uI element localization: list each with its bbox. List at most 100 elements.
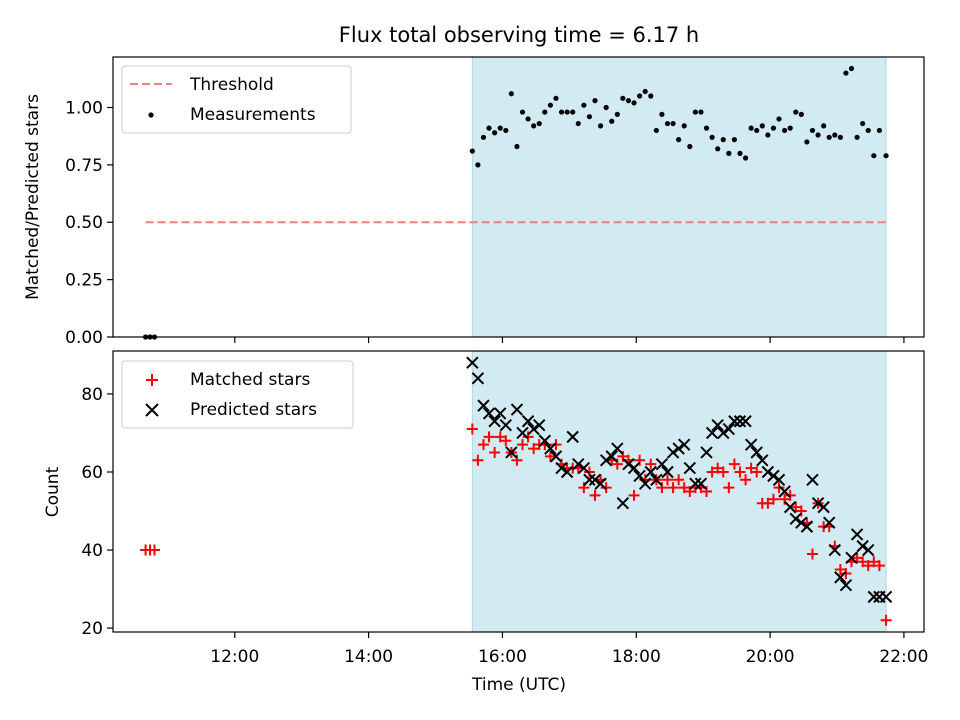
time-x-axis: 12:00 14:00 16:00 18:00 20:00 22:00 [210,632,928,667]
predicted-star-point [466,356,479,369]
measurement-point [609,118,615,124]
measurement-point [514,143,520,150]
predicted-star-point [538,434,552,447]
matched-star-point [717,466,729,478]
matched-star-point [684,486,696,497]
predicted-star-point [834,571,847,584]
measurement-point [642,88,648,95]
measurement-point [531,123,537,129]
matched-star-point [795,505,807,517]
matched-star-point [734,466,746,478]
predicted-star-point [845,551,858,565]
count-legend: Matched stars Predicted stars [121,360,354,429]
ratio-y-axis-label: Matched/Predicted stars [23,94,43,300]
measurement-point [854,134,860,140]
predicted-star-point [622,457,635,471]
matched-star-point [634,454,646,466]
predicted-star-point [650,473,663,486]
matched-star-point [472,454,484,466]
predicted-star-point [867,590,881,604]
measurement-point [793,109,799,115]
matched-star-point [494,431,506,443]
measurement-point [631,100,637,106]
measurement-point [586,114,593,120]
measurement-points [142,65,889,340]
measurement-point [670,120,676,127]
measurement-point [865,127,871,134]
measurement-point [659,111,665,117]
measurement-point [469,148,475,154]
matched-star-point [740,474,752,486]
matched-star-point [611,458,623,470]
count-y-tick-label: 20 [81,619,103,639]
predicted-star-point [549,450,563,463]
predicted-star-point [533,418,546,432]
matched-star-point [678,482,690,494]
matched-star-point [745,462,757,474]
count-y-tick-label: 40 [81,541,103,561]
matched-star-point [148,544,160,556]
time-x-tick-label: 20:00 [746,647,795,667]
predicted-star-point [778,485,791,498]
measurement-point [731,137,738,143]
predicted-star-point [611,442,624,455]
matched-star-point [723,482,735,494]
predicted-star-point [750,446,763,459]
matched-star-point [522,431,534,443]
time-x-tick-label: 18:00 [612,647,661,667]
matched-stars-points [140,423,892,626]
predicted-star-point [672,442,685,455]
measurement-point [603,104,609,111]
threshold-legend-label: Threshold [189,75,274,95]
measurement-point [726,150,732,156]
predicted-star-point [572,457,585,471]
predicted-star-point [795,516,808,529]
matched-star-point [617,450,629,462]
measurement-point [508,91,514,97]
predicted-star-point [644,465,657,479]
measurement-point [542,109,548,115]
predicted-star-point [678,438,691,451]
ratio-plot-frame [112,56,925,338]
matched-star-point [645,458,657,470]
observing-window-shade-bottom [471,350,887,633]
measurement-point [648,93,654,99]
measurement-point [871,153,877,159]
measurement-point [575,120,581,127]
predicted-star-point [494,407,507,420]
predicted-star-point [783,500,797,514]
predicted-star-point [689,477,702,490]
predicted-star-point [482,407,496,420]
matched-star-point [544,450,556,462]
matched-star-point [477,439,489,451]
predicted-legend-swatch [145,403,159,417]
matched-star-point [857,556,869,568]
matched-star-point [880,614,892,626]
predicted-star-point [817,500,830,514]
measurement-point [826,134,832,140]
measurement-point [519,109,526,115]
measurement-point [536,120,542,127]
measurement-point [525,116,531,122]
predicted-star-point [577,461,591,475]
count-plot-frame [112,350,925,633]
measurement-point [883,153,889,159]
matched-star-point [489,446,501,458]
predicted-star-point [633,469,646,483]
count-y-axis-label: Count [43,466,63,517]
ratio-y-tick-label: 0.75 [65,156,103,176]
measurement-point [564,109,570,115]
predicted-star-point [767,469,780,483]
predicted-star-point [527,422,540,436]
matched-star-point [868,556,880,568]
measurement-point [876,127,882,134]
predicted-star-point [711,418,724,432]
predicted-star-point [744,438,758,451]
matched-star-point [517,439,529,451]
predicted-star-point [879,590,893,604]
measurement-point [715,146,721,152]
measurement-point [821,123,827,129]
predicted-star-point [566,430,579,444]
measurement-point [798,111,804,117]
measurement-point [592,98,598,104]
